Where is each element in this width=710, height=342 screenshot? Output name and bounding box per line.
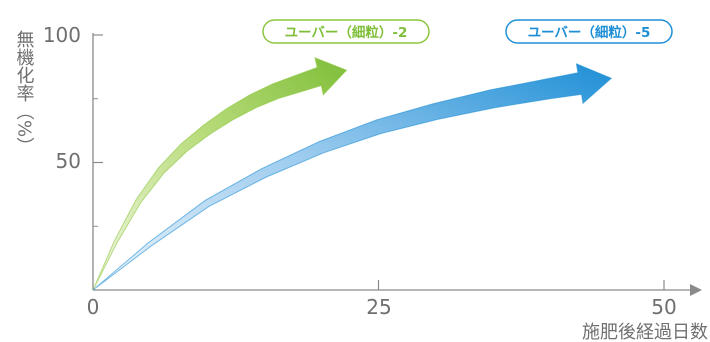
legend-item-series-2: ユーバー（細粒）-2 [262, 19, 430, 44]
axes [92, 33, 702, 296]
y-tick-label-100: 100 [43, 23, 81, 47]
x-tick-label-0: 0 [87, 295, 100, 319]
x-axis-title: 施肥後経過日数 [582, 322, 708, 342]
y-axis-title: 無機化率（%） [14, 30, 35, 155]
legend-item-series-5: ユーバー（細粒）-5 [505, 19, 673, 44]
x-tick-label-50: 50 [651, 295, 676, 319]
x-tick-label-25: 25 [366, 295, 391, 319]
series-2-arrow [92, 62, 613, 291]
legend-pill-series-2 [262, 19, 430, 44]
legend-label-series-2: ユーバー（細粒）-2 [285, 24, 408, 41]
series-1-arrow [92, 56, 348, 291]
legend-pill-series-5 [505, 19, 673, 44]
y-tick-label-50: 50 [56, 149, 81, 173]
x-axis-arrowhead [690, 284, 702, 296]
legend-label-series-5: ユーバー（細粒）-5 [528, 24, 651, 41]
